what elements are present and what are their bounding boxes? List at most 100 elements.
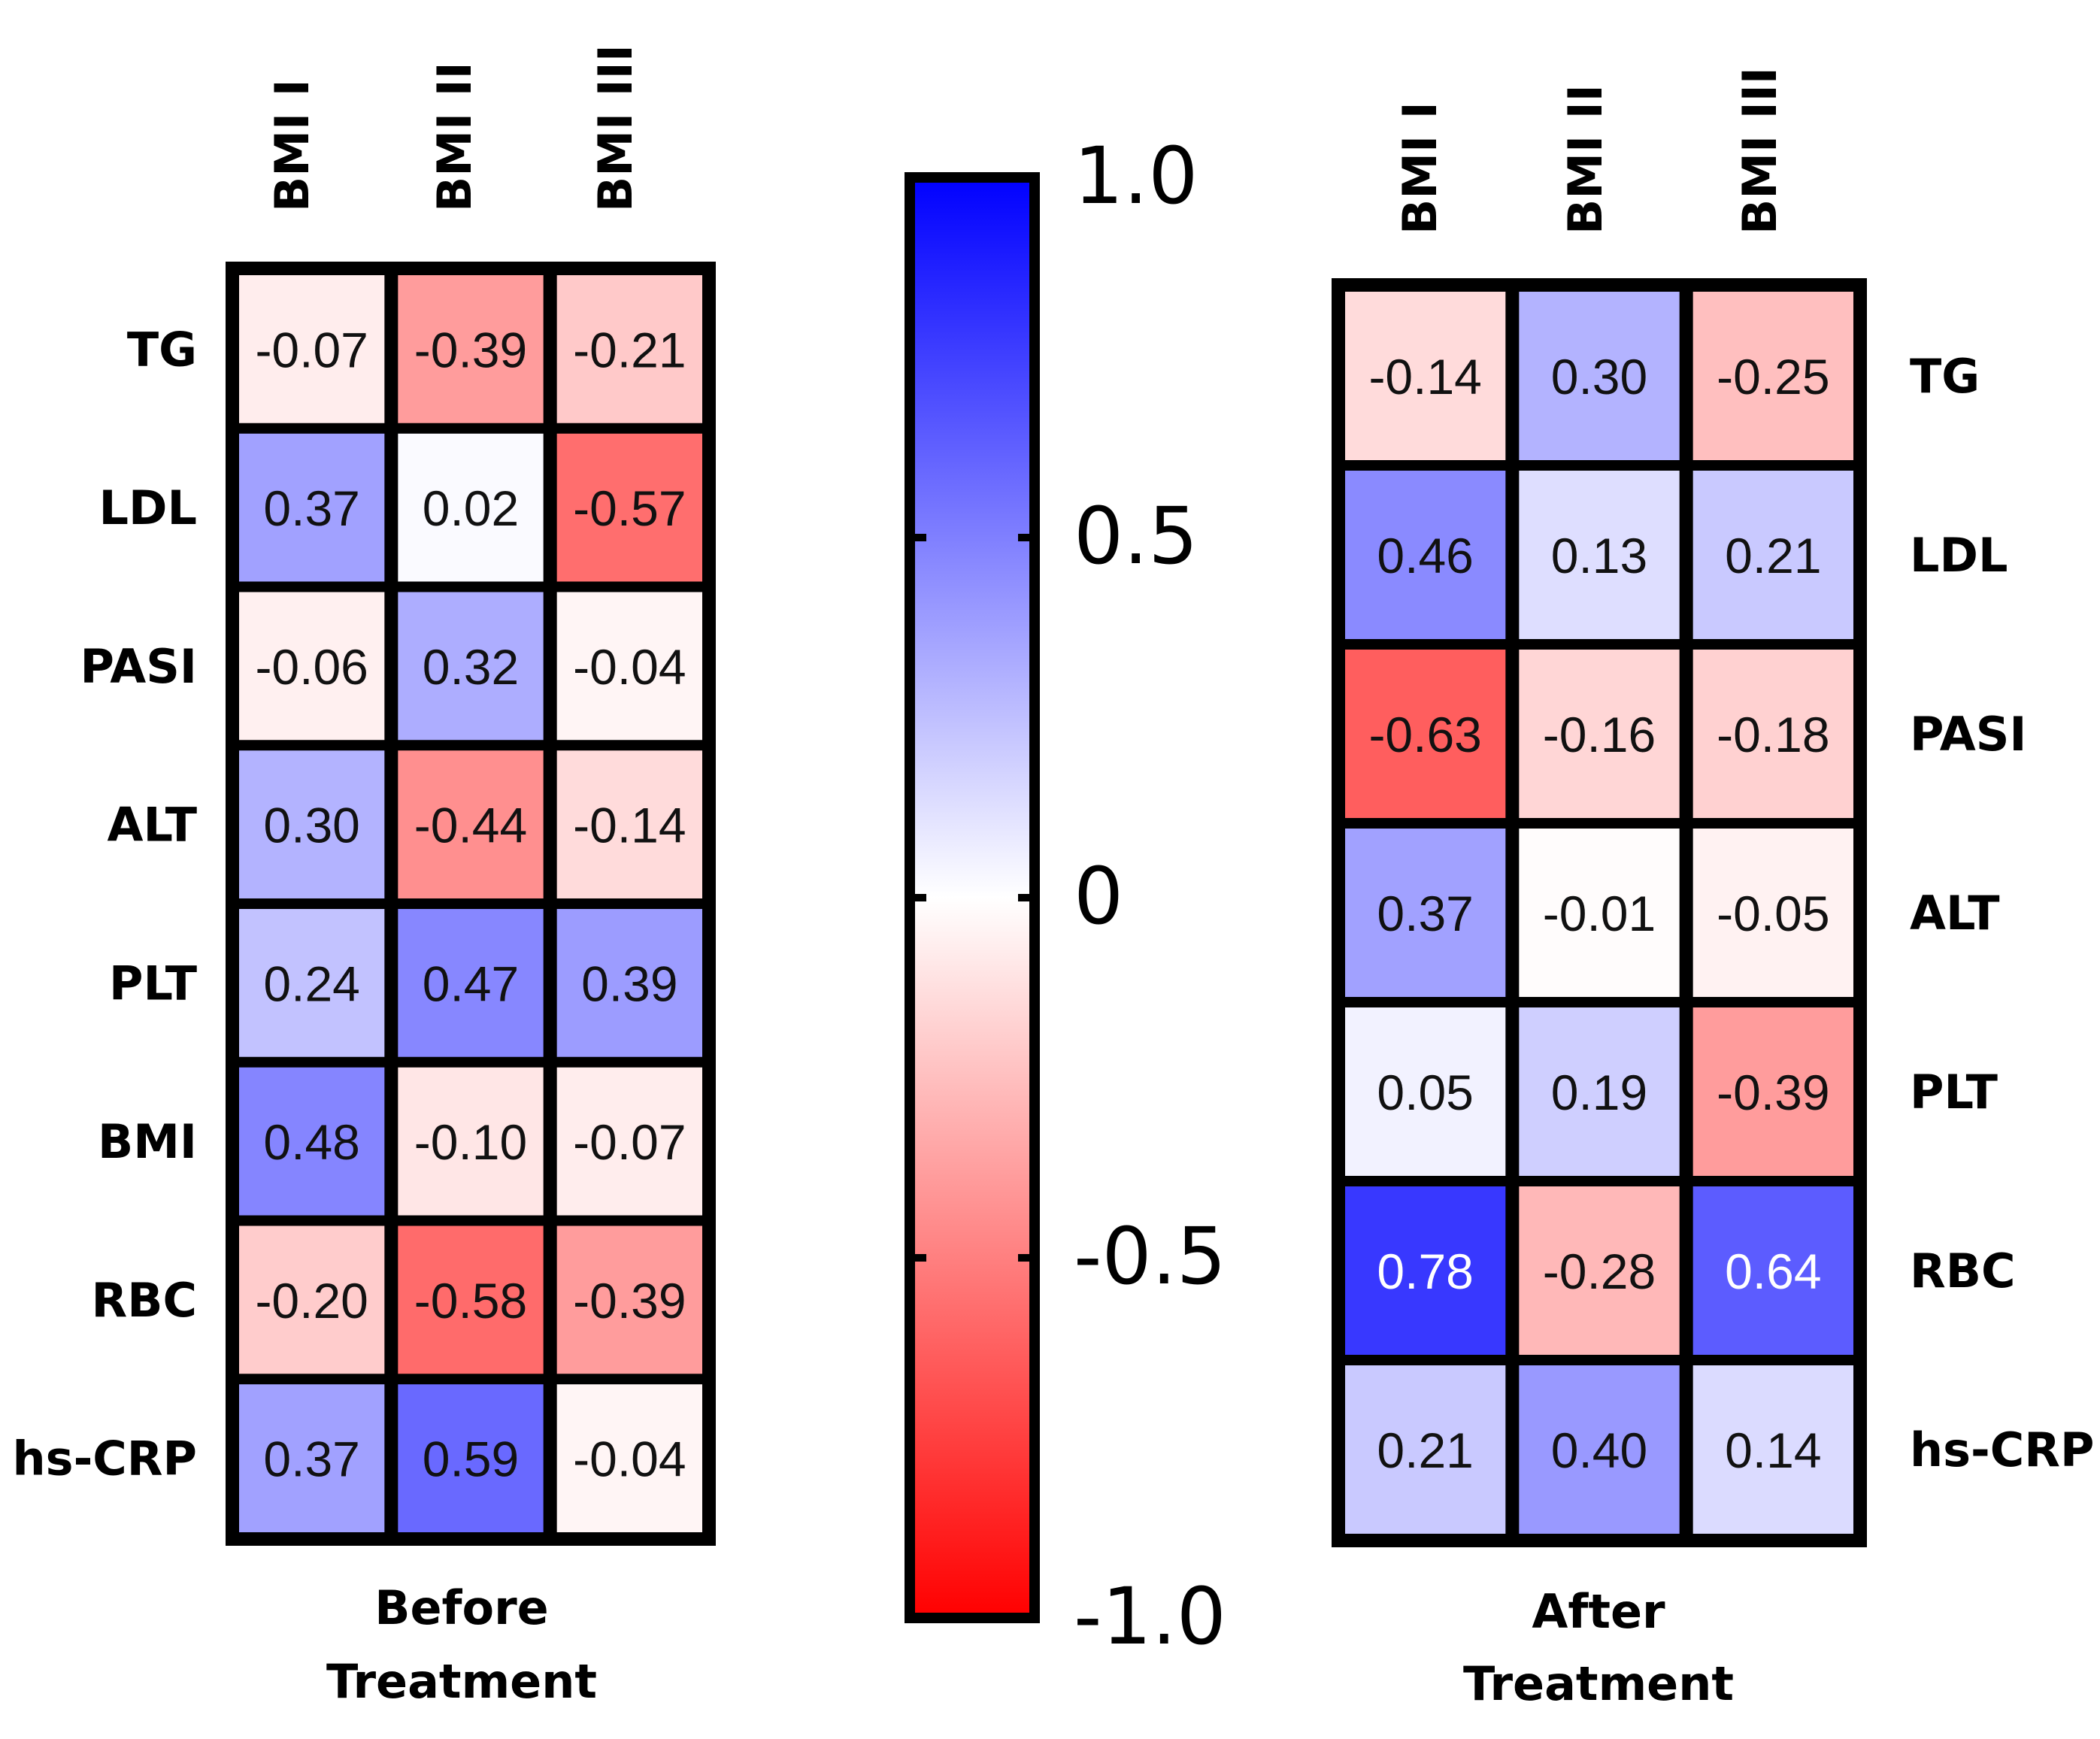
heatmap-cell xyxy=(556,1384,702,1532)
row-label-rbc: RBC xyxy=(1910,1244,2016,1298)
row-label-ldl: LDL xyxy=(99,480,197,535)
heatmap-cell xyxy=(1519,1186,1680,1355)
heatmap-cell xyxy=(239,750,385,898)
column-label: BMI II xyxy=(1558,84,1613,235)
row-label-plt: PLT xyxy=(109,956,197,1010)
cell-value-label: 0.37 xyxy=(263,1431,359,1487)
column-label: BMI I xyxy=(1392,101,1447,235)
heatmap-cell xyxy=(1519,471,1680,639)
heatmap-cell xyxy=(1345,650,1506,818)
cell-value-label: -0.16 xyxy=(1543,707,1656,762)
cell-value-label: -0.20 xyxy=(255,1273,368,1328)
cell-value-label: -0.39 xyxy=(414,322,527,377)
heatmap-cell xyxy=(1345,1365,1506,1534)
cell-value-label: -0.18 xyxy=(1717,707,1829,762)
heatmap-cell xyxy=(1519,1365,1680,1534)
cell-value-label: 0.64 xyxy=(1725,1244,1821,1299)
heatmap-cell xyxy=(239,433,385,582)
row-label-pasi: PASI xyxy=(80,639,197,694)
cell-value-label: 0.21 xyxy=(1725,528,1821,583)
cell-value-label: 0.02 xyxy=(423,480,519,536)
before-caption-line: Before xyxy=(374,1580,549,1635)
column-label: BMI I xyxy=(265,79,320,212)
cell-value-label: 0.14 xyxy=(1725,1422,1821,1478)
row-label-plt: PLT xyxy=(1910,1065,1998,1119)
row-label-alt: ALT xyxy=(107,798,197,853)
cell-value-label: -0.01 xyxy=(1543,886,1656,941)
heatmap-cell xyxy=(556,592,702,741)
heatmap-cell xyxy=(556,1225,702,1374)
before-treatment-heatmap: -0.07 -0.39 -0.21 0.37 0.02 -0.57 -0.06 0.32 -0.… xyxy=(13,44,716,1709)
colorbar-tick-label: 0 xyxy=(1074,850,1123,942)
heatmap-cell xyxy=(239,592,385,741)
cell-value-label: -0.39 xyxy=(1717,1065,1829,1120)
cell-value-label: -0.39 xyxy=(573,1273,686,1328)
cell-value-label: -0.06 xyxy=(255,639,368,695)
cell-value-label: 0.46 xyxy=(1377,528,1473,583)
row-label-tg: TG xyxy=(127,322,197,377)
cell-value-label: 0.19 xyxy=(1551,1065,1647,1120)
colorbar-tick-label: 1.0 xyxy=(1074,130,1198,222)
heatmap-cell xyxy=(239,909,385,1057)
heatmap-cell xyxy=(398,592,544,741)
heatmap-cell xyxy=(1519,292,1680,460)
cell-value-label: -0.25 xyxy=(1717,349,1829,404)
heatmap-cell xyxy=(1692,1365,1853,1534)
cell-value-label: -0.07 xyxy=(255,322,368,377)
cell-value-label: 0.30 xyxy=(263,798,359,853)
row-label-tg: TG xyxy=(1910,349,1980,404)
column-label: BMI II xyxy=(427,62,482,212)
cell-value-label: -0.14 xyxy=(1368,349,1481,404)
cell-value-label: -0.05 xyxy=(1717,886,1829,941)
colorbar-tick-label: -0.5 xyxy=(1074,1210,1226,1302)
cell-value-label: 0.24 xyxy=(263,956,359,1011)
heatmap-cell xyxy=(239,275,385,423)
heatmap-cell xyxy=(398,909,544,1057)
heatmap-cell xyxy=(398,433,544,582)
colorbar-tick-label: 0.5 xyxy=(1074,490,1198,582)
cell-value-label: -0.44 xyxy=(414,798,527,853)
cell-value-label: -0.28 xyxy=(1543,1244,1656,1299)
colorbar-gradient xyxy=(905,172,1040,1623)
heatmap-cell xyxy=(1692,1007,1853,1176)
heatmap-cell xyxy=(1345,1186,1506,1355)
heatmap-cell xyxy=(398,750,544,898)
heatmap-cell xyxy=(1345,471,1506,639)
after-caption-line: Treatment xyxy=(1463,1656,1734,1711)
cell-value-label: -0.14 xyxy=(573,798,686,853)
heatmap-cell xyxy=(1519,829,1680,997)
row-label-rbc: RBC xyxy=(92,1273,198,1328)
cell-value-label: 0.48 xyxy=(263,1114,359,1170)
cell-value-label: 0.05 xyxy=(1377,1065,1473,1120)
heatmap-cell xyxy=(556,909,702,1057)
heatmap-cell xyxy=(1519,1007,1680,1176)
cell-value-label: 0.13 xyxy=(1551,528,1647,583)
heatmap-cell xyxy=(239,1225,385,1374)
heatmap-cell xyxy=(1345,292,1506,460)
cell-value-label: 0.37 xyxy=(1377,886,1473,941)
row-label-ldl: LDL xyxy=(1910,528,2008,583)
column-label: BMI III xyxy=(588,44,643,212)
cell-value-label: 0.47 xyxy=(423,956,519,1011)
cell-value-label: -0.58 xyxy=(414,1273,527,1328)
row-label-alt: ALT xyxy=(1910,886,2000,941)
heatmap-cell xyxy=(239,1067,385,1216)
cell-value-label: -0.04 xyxy=(573,639,686,695)
cell-value-label: -0.10 xyxy=(414,1114,527,1170)
heatmap-cell xyxy=(1692,471,1853,639)
heatmap-cell xyxy=(239,1384,385,1532)
heatmap-cell xyxy=(556,750,702,898)
after-caption-line: After xyxy=(1532,1584,1665,1639)
row-label-hs-crp: hs-CRP xyxy=(13,1431,197,1486)
heatmap-cell xyxy=(398,1384,544,1532)
cell-value-label: 0.39 xyxy=(581,956,677,1011)
row-label-hs-crp: hs-CRP xyxy=(1910,1422,2094,1477)
heatmap-cell xyxy=(1692,650,1853,818)
heatmap-cell xyxy=(1519,650,1680,818)
cell-value-label: -0.04 xyxy=(573,1431,686,1487)
after-treatment-heatmap: -0.14 0.30 -0.25 0.46 0.13 0.21 -0.63 -0.16 -0.1… xyxy=(1332,67,2094,1711)
before-caption-line: Treatment xyxy=(326,1654,597,1709)
heatmap-cell xyxy=(398,275,544,423)
heatmap-cell xyxy=(556,275,702,423)
